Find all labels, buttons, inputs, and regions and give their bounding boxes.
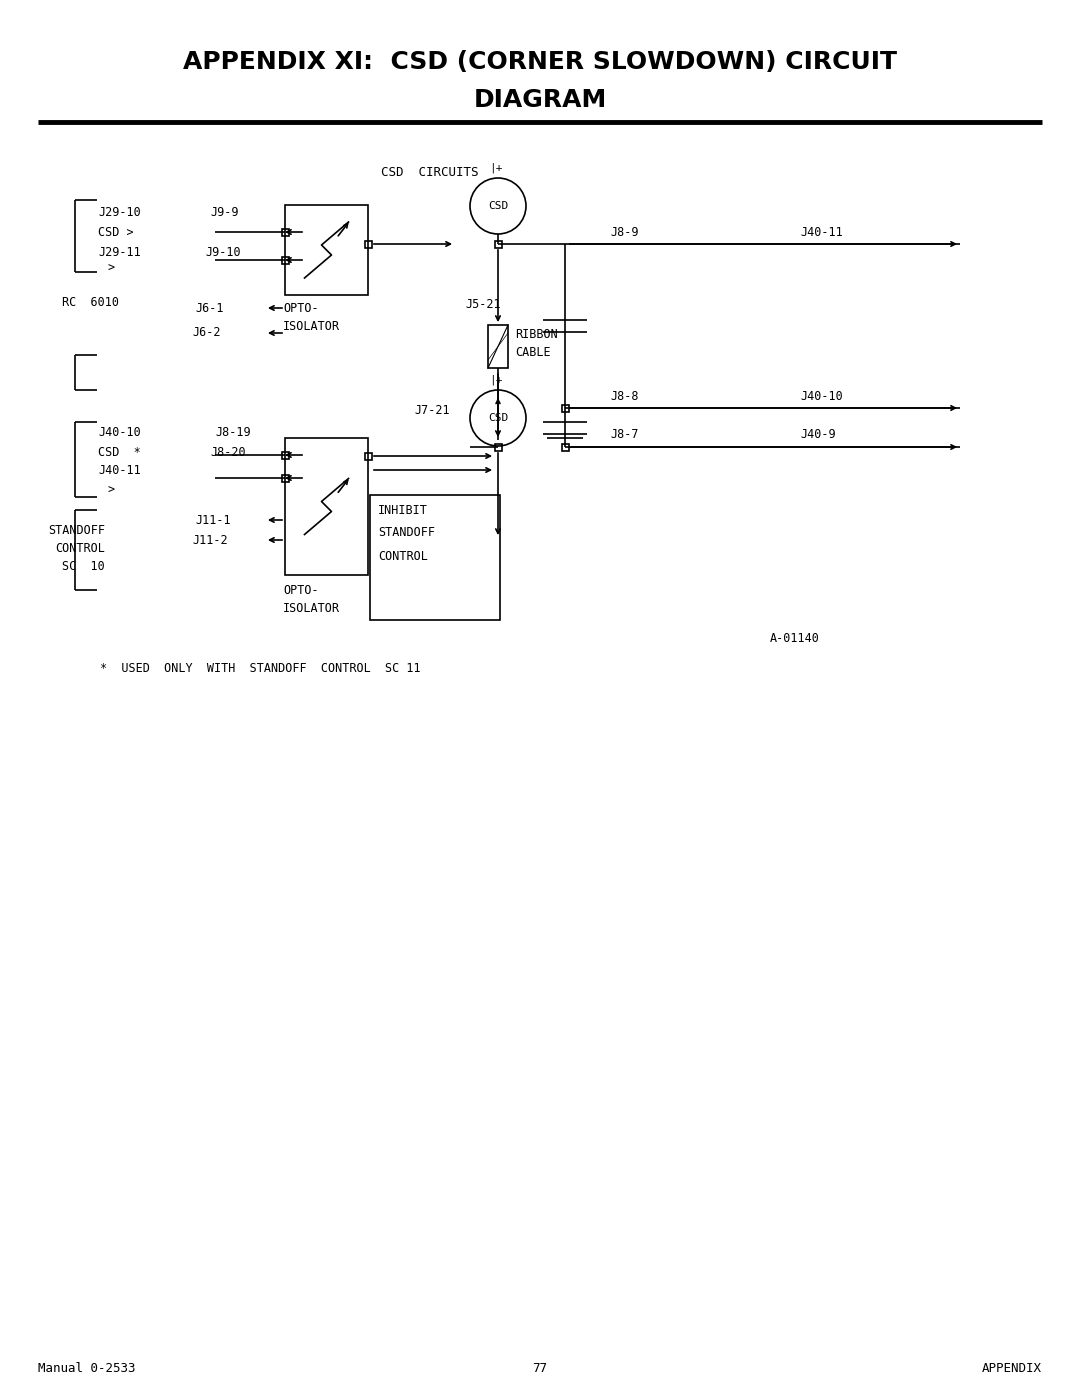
Text: INHIBIT: INHIBIT (378, 503, 428, 517)
Text: J8-7: J8-7 (610, 429, 638, 441)
Bar (495, 240, 501, 247)
Text: |+: |+ (489, 162, 503, 173)
Text: >: > (108, 483, 116, 496)
Text: J8-8: J8-8 (610, 390, 638, 402)
Text: J11-2: J11-2 (192, 534, 228, 546)
Text: STANDOFF: STANDOFF (48, 524, 105, 536)
Text: CONTROL: CONTROL (55, 542, 105, 555)
Text: J40-10: J40-10 (98, 426, 140, 439)
Text: J40-9: J40-9 (800, 429, 836, 441)
Bar (282, 451, 288, 458)
Bar (562, 405, 568, 412)
Text: J29-11: J29-11 (98, 246, 140, 258)
Text: J40-11: J40-11 (800, 225, 842, 239)
Text: |+: |+ (489, 374, 503, 386)
Text: DIAGRAM: DIAGRAM (473, 88, 607, 112)
Text: J8-20: J8-20 (210, 446, 245, 458)
Text: ISOLATOR: ISOLATOR (283, 602, 340, 615)
Text: J40-10: J40-10 (800, 390, 842, 402)
Text: Manual 0-2533: Manual 0-2533 (38, 1362, 135, 1375)
Text: >: > (108, 261, 116, 274)
Text: J6-2: J6-2 (192, 327, 220, 339)
Bar (488, 326, 508, 367)
Text: A-01140: A-01140 (770, 631, 820, 644)
Text: J9-9: J9-9 (210, 207, 239, 219)
Text: J11-1: J11-1 (195, 514, 231, 527)
Text: STANDOFF: STANDOFF (378, 527, 435, 539)
Bar (285, 439, 368, 576)
Bar (282, 229, 288, 236)
Bar (365, 240, 372, 247)
Text: J5-21: J5-21 (465, 299, 501, 312)
Text: J40-11: J40-11 (98, 464, 140, 478)
Text: RC  6010: RC 6010 (62, 296, 119, 309)
Text: CSD: CSD (488, 414, 508, 423)
Text: *  USED  ONLY  WITH  STANDOFF  CONTROL  SC 11: * USED ONLY WITH STANDOFF CONTROL SC 11 (100, 662, 420, 675)
Text: CSD: CSD (488, 201, 508, 211)
Bar (282, 475, 288, 482)
Text: 77: 77 (532, 1362, 548, 1375)
Text: J9-10: J9-10 (205, 246, 241, 258)
Text: RIBBON: RIBBON (515, 327, 557, 341)
Text: OPTO-: OPTO- (283, 302, 319, 314)
Bar (285, 205, 368, 295)
Bar (495, 443, 501, 450)
Text: J8-19: J8-19 (215, 426, 251, 439)
Bar (282, 257, 288, 264)
Text: CSD  CIRCUITS: CSD CIRCUITS (381, 165, 478, 179)
Bar (562, 443, 568, 450)
Text: CSD  *: CSD * (98, 446, 140, 458)
Text: CONTROL: CONTROL (378, 549, 428, 563)
Text: OPTO-: OPTO- (283, 584, 319, 597)
Text: J6-1: J6-1 (195, 302, 224, 314)
Text: J29-10: J29-10 (98, 207, 140, 219)
Bar (365, 453, 372, 460)
Text: J7-21: J7-21 (415, 404, 450, 416)
Bar (370, 495, 500, 620)
Text: APPENDIX: APPENDIX (982, 1362, 1042, 1375)
Text: CSD >: CSD > (98, 226, 134, 239)
Text: ISOLATOR: ISOLATOR (283, 320, 340, 332)
Text: SC  10: SC 10 (62, 560, 105, 573)
Text: APPENDIX XI:  CSD (CORNER SLOWDOWN) CIRCUIT: APPENDIX XI: CSD (CORNER SLOWDOWN) CIRCU… (183, 50, 897, 74)
Text: J8-9: J8-9 (610, 225, 638, 239)
Text: CABLE: CABLE (515, 345, 551, 359)
